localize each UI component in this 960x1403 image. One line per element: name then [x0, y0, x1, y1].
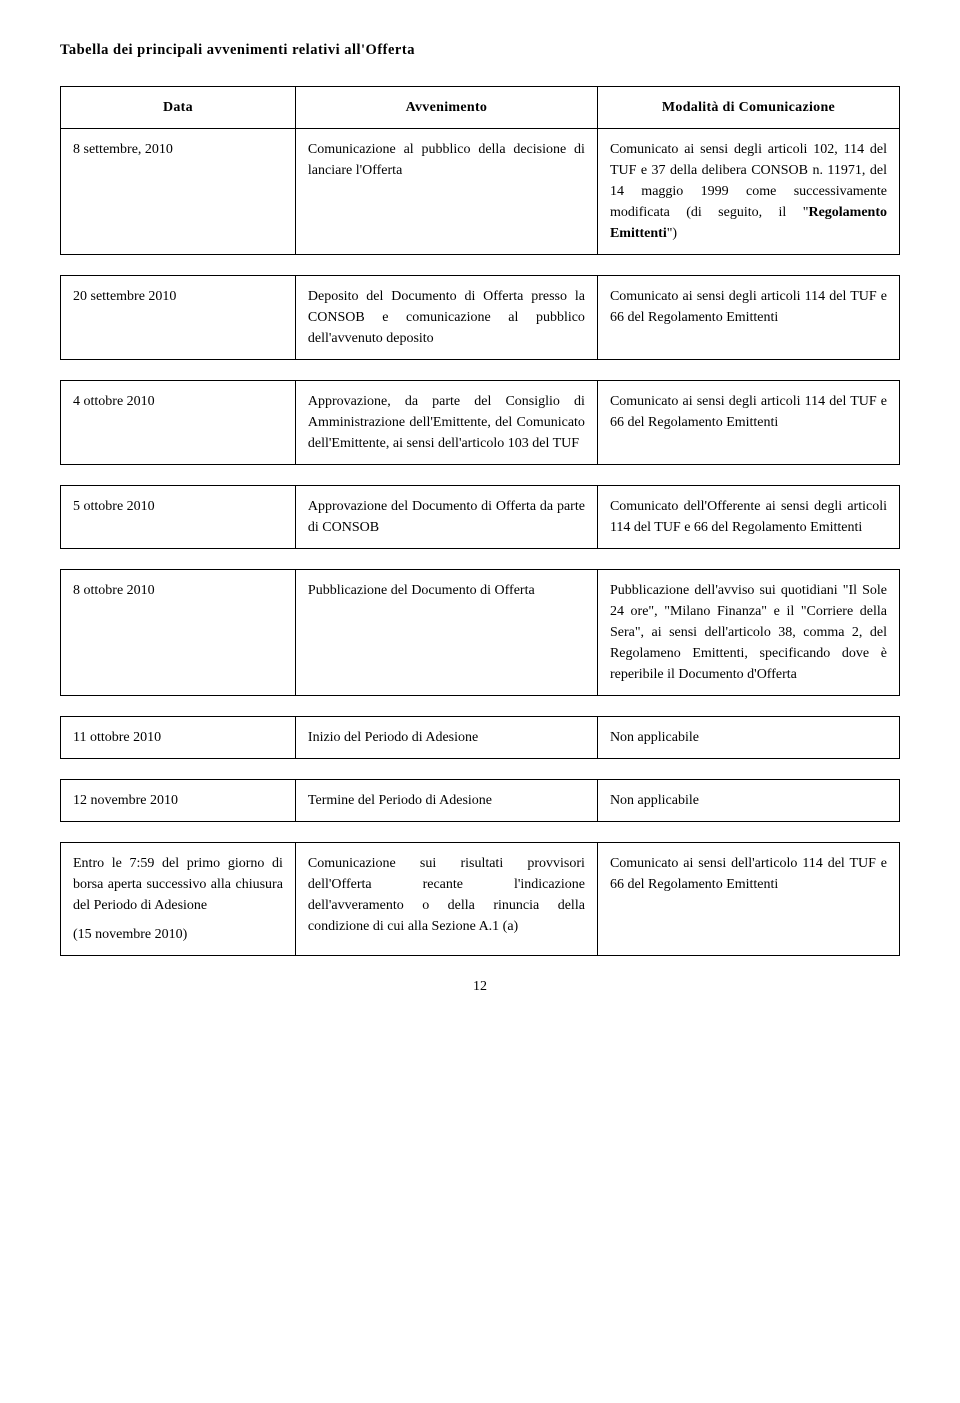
events-table-1: Data Avvenimento Modalità di Comunicazio…	[60, 86, 900, 255]
cell-data: 8 settembre, 2010	[61, 128, 296, 254]
table-block-2: 20 settembre 2010 Deposito del Documento…	[60, 275, 900, 360]
cell-avvenimento: Approvazione del Documento di Offerta da…	[295, 485, 597, 548]
table-row: 8 settembre, 2010 Comunicazione al pubbl…	[61, 128, 900, 254]
header-avvenimento: Avvenimento	[295, 86, 597, 128]
cell-modalita: Comunicato ai sensi degli articoli 114 d…	[597, 275, 899, 359]
page-title: Tabella dei principali avvenimenti relat…	[60, 40, 900, 62]
cell-modalita: Non applicabile	[597, 779, 899, 821]
cell-modalita: Non applicabile	[597, 716, 899, 758]
cell-avvenimento: Inizio del Periodo di Adesione	[295, 716, 597, 758]
table-header-row: Data Avvenimento Modalità di Comunicazio…	[61, 86, 900, 128]
events-table-2: 20 settembre 2010 Deposito del Documento…	[60, 275, 900, 360]
data-line1: Entro le 7:59 del primo giorno di borsa …	[73, 853, 283, 916]
events-table-5: 8 ottobre 2010 Pubblicazione del Documen…	[60, 569, 900, 696]
cell-modalita: Pubblicazione dell'avviso sui quotidiani…	[597, 569, 899, 695]
events-table-3: 4 ottobre 2010 Approvazione, da parte de…	[60, 380, 900, 465]
cell-data: 4 ottobre 2010	[61, 380, 296, 464]
cell-data: Entro le 7:59 del primo giorno di borsa …	[61, 842, 296, 955]
table-row: 5 ottobre 2010 Approvazione del Document…	[61, 485, 900, 548]
cell-data: 20 settembre 2010	[61, 275, 296, 359]
modalita-text-post: ")	[667, 226, 677, 241]
header-modalita: Modalità di Comunicazione	[597, 86, 899, 128]
table-block-5: 8 ottobre 2010 Pubblicazione del Documen…	[60, 569, 900, 696]
table-block-3: 4 ottobre 2010 Approvazione, da parte de…	[60, 380, 900, 465]
cell-avvenimento: Deposito del Documento di Offerta presso…	[295, 275, 597, 359]
events-table-6: 11 ottobre 2010 Inizio del Periodo di Ad…	[60, 716, 900, 759]
table-block-7: 12 novembre 2010 Termine del Periodo di …	[60, 779, 900, 822]
cell-data: 11 ottobre 2010	[61, 716, 296, 758]
cell-avvenimento: Termine del Periodo di Adesione	[295, 779, 597, 821]
cell-avvenimento: Comunicazione sui risultati provvisori d…	[295, 842, 597, 955]
cell-avvenimento: Pubblicazione del Documento di Offerta	[295, 569, 597, 695]
table-row: 4 ottobre 2010 Approvazione, da parte de…	[61, 380, 900, 464]
header-data: Data	[61, 86, 296, 128]
cell-data: 12 novembre 2010	[61, 779, 296, 821]
table-row: 8 ottobre 2010 Pubblicazione del Documen…	[61, 569, 900, 695]
page-number: 12	[60, 976, 900, 997]
cell-modalita: Comunicato ai sensi dell'articolo 114 de…	[597, 842, 899, 955]
cell-avvenimento: Comunicazione al pubblico della decision…	[295, 128, 597, 254]
events-table-7: 12 novembre 2010 Termine del Periodo di …	[60, 779, 900, 822]
cell-modalita: Comunicato ai sensi degli articoli 114 d…	[597, 380, 899, 464]
cell-avvenimento: Approvazione, da parte del Consiglio di …	[295, 380, 597, 464]
table-row: Entro le 7:59 del primo giorno di borsa …	[61, 842, 900, 955]
table-block-8: Entro le 7:59 del primo giorno di borsa …	[60, 842, 900, 956]
cell-modalita: Comunicato ai sensi degli articoli 102, …	[597, 128, 899, 254]
table-block-4: 5 ottobre 2010 Approvazione del Document…	[60, 485, 900, 549]
events-table-8: Entro le 7:59 del primo giorno di borsa …	[60, 842, 900, 956]
table-row: 20 settembre 2010 Deposito del Documento…	[61, 275, 900, 359]
data-line2: (15 novembre 2010)	[73, 924, 283, 945]
table-block-1: Data Avvenimento Modalità di Comunicazio…	[60, 86, 900, 255]
cell-modalita: Comunicato dell'Offerente ai sensi degli…	[597, 485, 899, 548]
cell-data: 8 ottobre 2010	[61, 569, 296, 695]
table-row: 11 ottobre 2010 Inizio del Periodo di Ad…	[61, 716, 900, 758]
table-block-6: 11 ottobre 2010 Inizio del Periodo di Ad…	[60, 716, 900, 759]
events-table-4: 5 ottobre 2010 Approvazione del Document…	[60, 485, 900, 549]
cell-data: 5 ottobre 2010	[61, 485, 296, 548]
table-row: 12 novembre 2010 Termine del Periodo di …	[61, 779, 900, 821]
